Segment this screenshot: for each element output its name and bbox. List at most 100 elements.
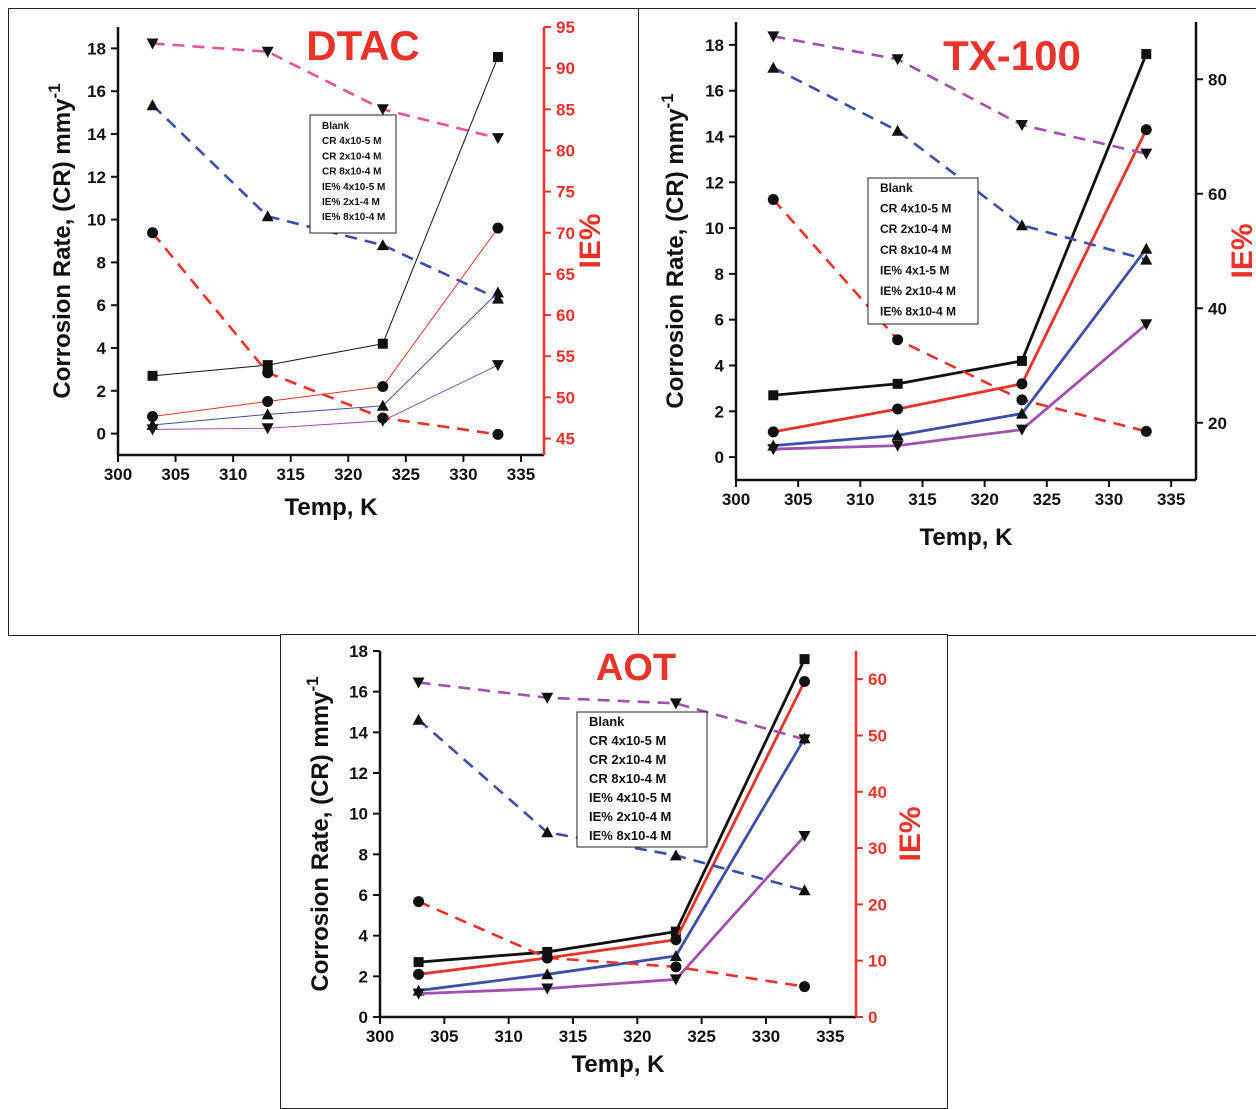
series-6	[412, 677, 811, 746]
data-point	[798, 734, 811, 746]
data-point	[146, 424, 159, 436]
data-point	[1015, 424, 1028, 436]
y-tick-label: 18	[349, 642, 368, 661]
x-axis-label: Temp, K	[920, 524, 1014, 551]
y-tick-label: 0	[715, 448, 724, 467]
chart-0: 300 305 310 315 320 325 330 335 0 2 4 6 8 10 12 14 16 18 4…	[45, 18, 607, 521]
data-point	[1016, 355, 1027, 366]
data-point	[261, 408, 274, 420]
data-point	[670, 934, 682, 946]
data-point	[491, 286, 504, 298]
y2-tick-label: 40	[1208, 299, 1227, 318]
y-axis-label-sup: -1	[45, 83, 64, 98]
y2-tick-label: 95	[556, 18, 575, 37]
y-tick-label: 8	[97, 253, 106, 272]
series-line	[152, 227, 499, 417]
panel-dtac	[8, 8, 640, 636]
data-point	[669, 950, 682, 961]
legend-entry: IE% 2x1-4 M	[322, 197, 380, 208]
y-tick-label: 2	[97, 382, 106, 401]
series-line	[772, 198, 1147, 433]
data-point	[413, 896, 425, 908]
series-4	[767, 193, 1152, 437]
legend-entry: IE% 8x10-4 M	[589, 828, 671, 843]
chart-title: AOT	[596, 647, 676, 689]
y2-tick-label: 60	[1208, 185, 1227, 204]
legend-entry: IE% 2x10-4 M	[880, 284, 956, 298]
legend: Blank CR 4x10-5 M CR 2x10-4 M CR 8x10-4 M IE…	[867, 177, 979, 325]
data-point	[767, 193, 779, 205]
legend-entry: Blank	[880, 181, 913, 195]
data-point	[261, 46, 274, 58]
y2-tick-label: 60	[868, 670, 887, 689]
series-line	[773, 129, 1148, 434]
y2-tick-label: 45	[556, 430, 575, 449]
y-axis-label: Corrosion Rate, (CR) mmy-1	[658, 93, 689, 408]
legend-entry: CR 2x10-4 M	[322, 151, 381, 162]
data-point	[147, 410, 159, 422]
data-point	[261, 423, 274, 435]
data-point	[669, 698, 682, 710]
x-tick-label: 305	[161, 465, 189, 484]
y2-tick-label: 30	[868, 839, 887, 858]
y-tick-label: 12	[349, 764, 368, 783]
data-point	[492, 428, 504, 440]
series-6	[767, 31, 1153, 160]
data-point	[670, 926, 681, 937]
data-point	[377, 412, 389, 424]
y-tick-label: 2	[359, 967, 368, 986]
x-tick-label: 315	[277, 465, 305, 484]
data-point	[1015, 120, 1028, 132]
data-point	[541, 826, 554, 838]
x-tick-label: 310	[219, 465, 247, 484]
series-6	[146, 38, 504, 145]
data-point	[491, 292, 504, 304]
legend-entry: IE% 8x10-4 M	[322, 212, 385, 223]
y-axis-label-text: Corrosion Rate, (CR) mmy	[307, 691, 334, 992]
legend-entry: CR 4x10-5 M	[322, 136, 381, 147]
data-point	[892, 378, 903, 389]
x-tick-label: 305	[784, 490, 812, 509]
series-1	[767, 124, 1152, 438]
data-point	[891, 124, 904, 136]
chart-1: 300 305 310 315 320 325 330 335 0 2 4 6 8 10 12 14 16 18 2…	[658, 22, 1256, 551]
series-line	[418, 681, 805, 741]
y-tick-label: 6	[715, 311, 724, 330]
y-tick-label: 10	[349, 805, 368, 824]
data-point	[1140, 124, 1152, 136]
legend-box	[576, 711, 708, 848]
data-point	[892, 334, 904, 346]
data-point	[1140, 253, 1153, 265]
x-tick-label: 320	[334, 465, 362, 484]
x-tick-label: 310	[494, 1027, 522, 1046]
data-point	[798, 831, 811, 843]
series-line	[152, 364, 499, 430]
y2-tick-label: 20	[868, 895, 887, 914]
series-line	[152, 42, 499, 140]
x-tick-label: 325	[1033, 490, 1061, 509]
y-tick-label: 18	[705, 36, 724, 55]
y-tick-label: 18	[87, 39, 106, 58]
y-tick-label: 2	[715, 402, 724, 421]
legend-entry: CR 2x10-4 M	[880, 222, 951, 236]
data-point	[767, 31, 780, 43]
y2-tick-label: 40	[868, 783, 887, 802]
legend-entry: Blank	[589, 714, 625, 729]
series-0	[413, 654, 810, 968]
data-point	[798, 884, 811, 896]
data-point	[799, 654, 810, 665]
data-point	[413, 968, 425, 980]
series-line	[418, 680, 806, 976]
data-point	[491, 133, 504, 145]
y2-axis-label: IE%	[894, 806, 927, 861]
x-tick-label: 305	[430, 1027, 458, 1046]
y-tick-label: 6	[359, 886, 368, 905]
data-point	[1015, 219, 1028, 231]
y-axis-label-sup: -1	[303, 676, 322, 691]
series-line	[151, 231, 499, 436]
y-axis-label: Corrosion Rate, (CR) mmy-1	[45, 83, 76, 398]
data-point	[542, 946, 553, 957]
y2-tick-label: 65	[556, 265, 575, 284]
y-tick-label: 16	[87, 82, 106, 101]
